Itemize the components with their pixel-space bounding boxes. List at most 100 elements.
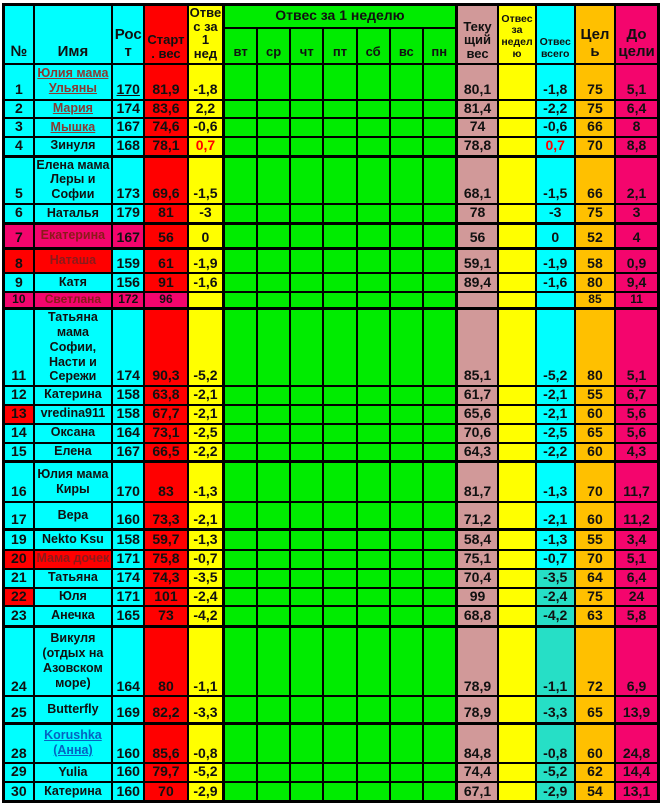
cell-day-4[interactable] xyxy=(322,403,358,425)
cell-day-3[interactable] xyxy=(289,441,325,463)
cell-loss-per-week[interactable] xyxy=(497,221,537,250)
cell-day-7[interactable] xyxy=(421,221,458,250)
cell-day-2[interactable] xyxy=(255,117,292,138)
cell-day-3[interactable] xyxy=(289,721,325,765)
cell-loss-total[interactable]: -3,3 xyxy=(534,695,576,725)
cell-day-4[interactable] xyxy=(322,567,358,589)
cell-day-1[interactable] xyxy=(222,221,258,250)
cell-loss-total[interactable]: -2,1 xyxy=(534,500,576,531)
cell-day-2[interactable] xyxy=(255,135,292,158)
cell-day-1[interactable] xyxy=(222,624,258,698)
cell-day-7[interactable] xyxy=(421,422,458,444)
cell-name[interactable]: Катя xyxy=(32,272,114,294)
name-link[interactable]: Юлия мама Ульяны xyxy=(37,66,109,96)
cell-day-4[interactable] xyxy=(322,154,358,206)
cell-num[interactable]: 15 xyxy=(2,441,35,463)
cell-to-goal[interactable]: 2,1 xyxy=(614,154,660,206)
col-header-day-7[interactable]: пн xyxy=(421,27,458,65)
cell-day-6[interactable] xyxy=(388,135,424,158)
cell-to-goal[interactable]: 6,4 xyxy=(614,98,660,120)
cell-goal[interactable]: 62 xyxy=(573,762,617,783)
cell-day-1[interactable] xyxy=(222,203,258,225)
cell-start-weight[interactable]: 74,3 xyxy=(143,567,189,589)
cell-loss-total[interactable]: -4,2 xyxy=(534,605,576,628)
cell-loss-per-week[interactable] xyxy=(497,586,537,608)
cell-day-7[interactable] xyxy=(421,605,458,628)
cell-loss-per-week[interactable] xyxy=(497,98,537,120)
cell-loss-total[interactable]: -2,2 xyxy=(534,441,576,463)
cell-to-goal[interactable]: 11 xyxy=(614,291,660,310)
cell-day-1[interactable] xyxy=(222,154,258,206)
cell-day-5[interactable] xyxy=(355,624,391,698)
cell-day-4[interactable] xyxy=(322,221,358,250)
cell-height[interactable]: 171 xyxy=(111,548,146,570)
cell-day-4[interactable] xyxy=(322,291,358,310)
cell-day-4[interactable] xyxy=(322,780,358,803)
cell-day-2[interactable] xyxy=(255,695,292,725)
cell-day-1[interactable] xyxy=(222,98,258,120)
cell-to-goal[interactable]: 8,8 xyxy=(614,135,660,158)
cell-name[interactable]: Наталья xyxy=(32,203,114,225)
cell-day-1[interactable] xyxy=(222,403,258,425)
cell-to-goal[interactable]: 5,6 xyxy=(614,422,660,444)
cell-day-2[interactable] xyxy=(255,403,292,425)
cell-day-1[interactable] xyxy=(222,385,258,406)
cell-day-4[interactable] xyxy=(322,548,358,570)
cell-day-1[interactable] xyxy=(222,117,258,138)
cell-day-3[interactable] xyxy=(289,135,325,158)
cell-name[interactable]: Зинуля xyxy=(32,135,114,158)
cell-to-goal[interactable]: 5,6 xyxy=(614,403,660,425)
cell-loss-total[interactable]: -2,1 xyxy=(534,385,576,406)
cell-day-7[interactable] xyxy=(421,62,458,101)
cell-loss-per-week[interactable] xyxy=(497,422,537,444)
cell-day-6[interactable] xyxy=(388,117,424,138)
cell-day-7[interactable] xyxy=(421,780,458,803)
cell-name[interactable]: Оксана xyxy=(32,422,114,444)
cell-day-2[interactable] xyxy=(255,500,292,531)
cell-day-1[interactable] xyxy=(222,567,258,589)
cell-start-weight[interactable]: 66,5 xyxy=(143,441,189,463)
cell-day-6[interactable] xyxy=(388,721,424,765)
cell-current-weight[interactable]: 70,4 xyxy=(454,567,500,589)
cell-day-7[interactable] xyxy=(421,403,458,425)
cell-loss-per-week[interactable] xyxy=(497,291,537,310)
cell-day-1[interactable] xyxy=(222,695,258,725)
col-header-loss-per-week[interactable]: Отвес за неделю xyxy=(497,3,537,65)
cell-day-5[interactable] xyxy=(355,605,391,628)
cell-goal[interactable]: 65 xyxy=(573,695,617,725)
cell-day-3[interactable] xyxy=(289,246,325,275)
cell-day-7[interactable] xyxy=(421,307,458,388)
cell-day-1[interactable] xyxy=(222,272,258,294)
cell-day-1[interactable] xyxy=(222,291,258,310)
cell-loss-per-week[interactable] xyxy=(497,762,537,783)
cell-current-weight[interactable]: 67,1 xyxy=(454,780,500,803)
cell-loss-total[interactable]: -2,1 xyxy=(534,403,576,425)
cell-name[interactable]: Вера xyxy=(32,500,114,531)
cell-loss-per-week[interactable] xyxy=(497,441,537,463)
cell-day-3[interactable] xyxy=(289,203,325,225)
cell-to-goal[interactable]: 13,1 xyxy=(614,780,660,803)
cell-to-goal[interactable]: 0,9 xyxy=(614,246,660,275)
cell-day-1[interactable] xyxy=(222,460,258,503)
cell-name[interactable]: Korushka (Анна) xyxy=(32,721,114,765)
cell-name[interactable]: Юля xyxy=(32,586,114,608)
cell-current-weight[interactable]: 56 xyxy=(454,221,500,250)
cell-height[interactable]: 170 xyxy=(111,62,146,101)
cell-loss-total[interactable]: -1,3 xyxy=(534,460,576,503)
cell-loss-week1[interactable]: -0,7 xyxy=(186,548,225,570)
cell-day-4[interactable] xyxy=(322,117,358,138)
cell-height[interactable]: 174 xyxy=(111,567,146,589)
cell-height[interactable]: 167 xyxy=(111,221,146,250)
cell-to-goal[interactable]: 8 xyxy=(614,117,660,138)
cell-loss-total[interactable]: -1,3 xyxy=(534,528,576,551)
cell-day-5[interactable] xyxy=(355,422,391,444)
cell-goal[interactable]: 75 xyxy=(573,62,617,101)
cell-current-weight[interactable]: 81,4 xyxy=(454,98,500,120)
cell-height[interactable]: 160 xyxy=(111,721,146,765)
cell-goal[interactable]: 66 xyxy=(573,117,617,138)
cell-goal[interactable]: 85 xyxy=(573,291,617,310)
cell-day-1[interactable] xyxy=(222,307,258,388)
cell-name[interactable]: Елена мама Леры и Софии xyxy=(32,154,114,206)
cell-day-4[interactable] xyxy=(322,272,358,294)
cell-name[interactable]: Мама дочек xyxy=(32,548,114,570)
